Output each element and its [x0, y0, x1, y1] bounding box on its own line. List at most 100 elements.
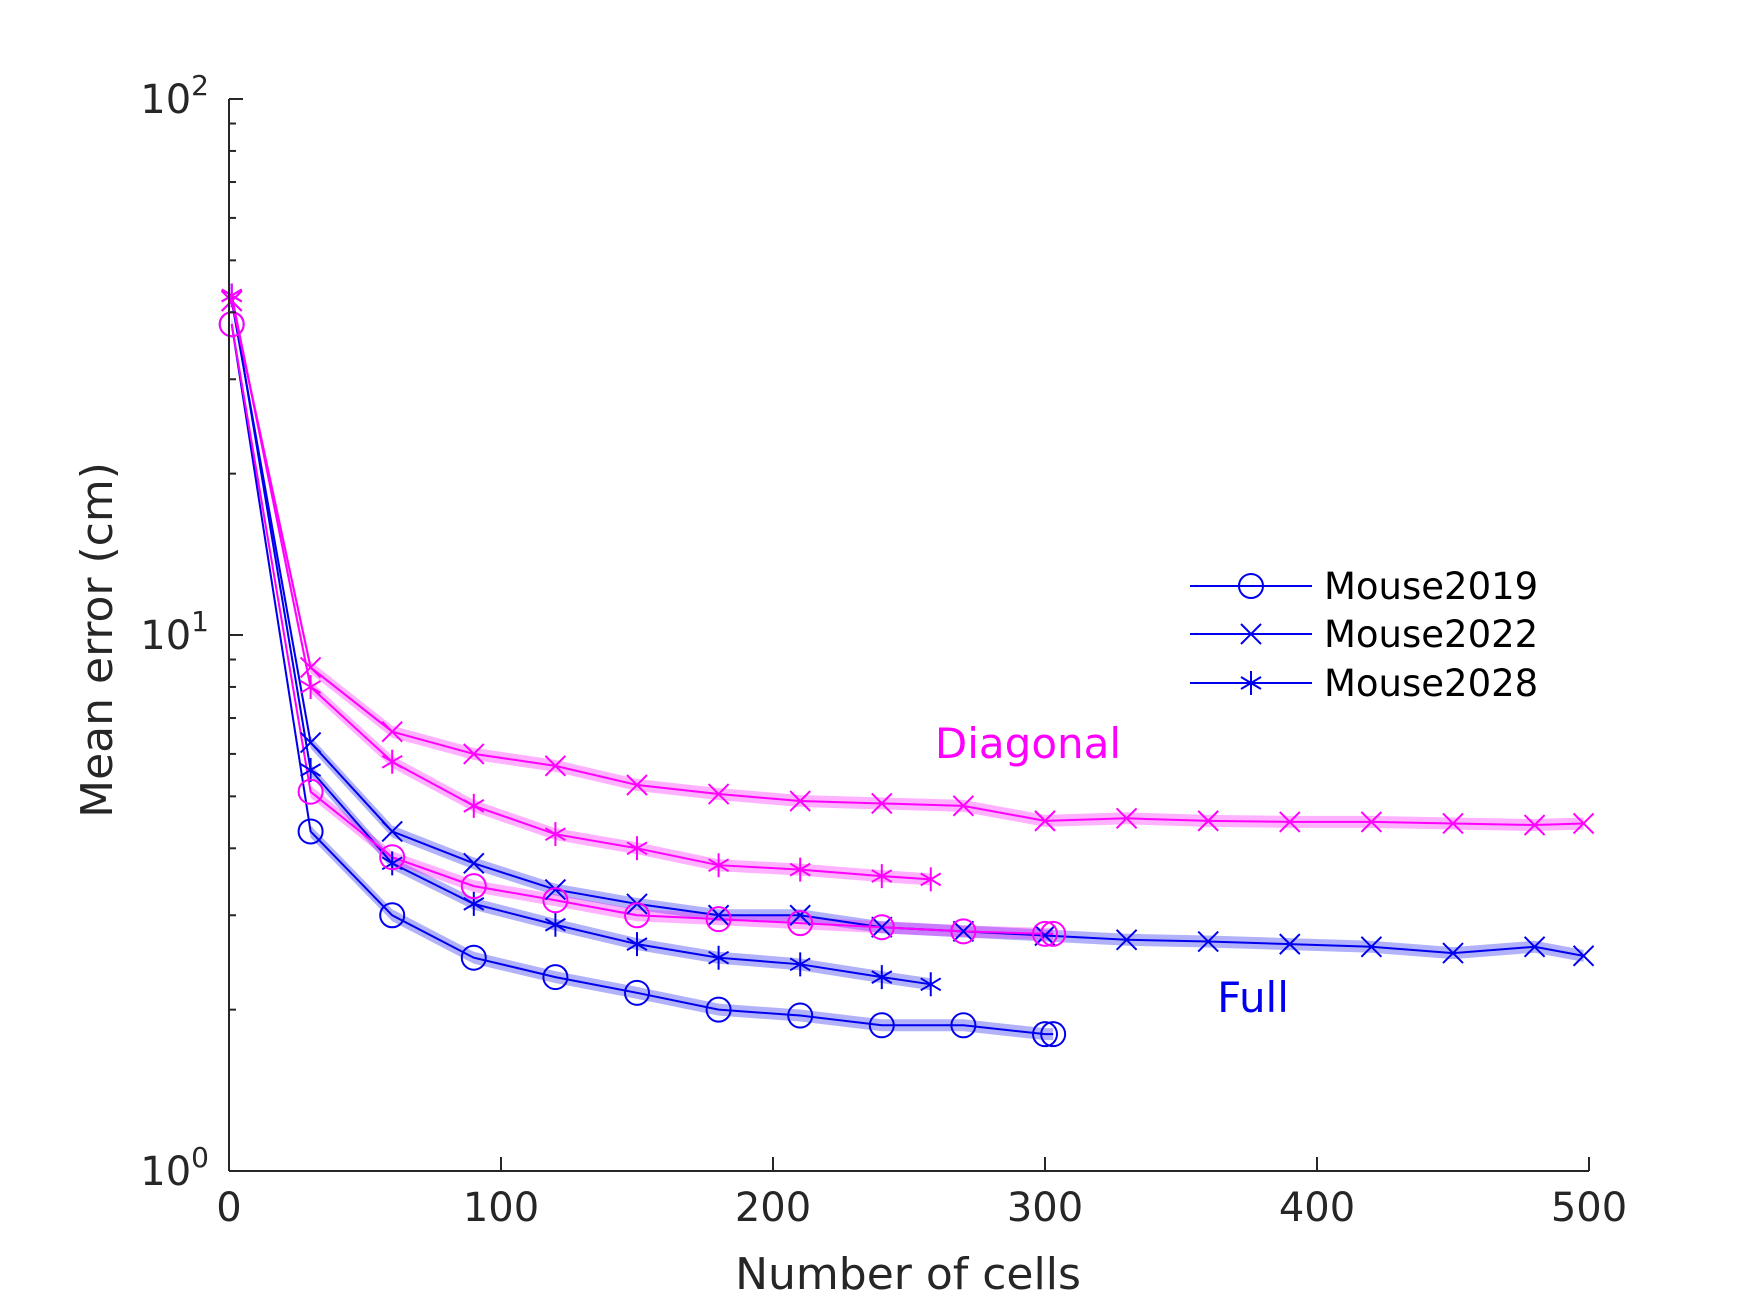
series-full-mouse2028-point-6: [708, 945, 730, 970]
series-full-mouse2022-point-4-shape: [544, 878, 567, 901]
series-diagonal-mouse2019-point-6-shape: [705, 906, 732, 933]
series-diagonal-mouse2022-point-14: [1360, 811, 1383, 833]
series-full-mouse2019-point-10: [1032, 1021, 1058, 1048]
series-diagonal-mouse2022-point-4-shape: [544, 755, 567, 777]
series-diagonal-mouse2022-point-10: [1034, 810, 1056, 832]
series-diagonal-mouse2028-point-6-shape: [708, 853, 730, 878]
series-diagonal-mouse2022-point-5: [626, 774, 648, 796]
series-diagonal-mouse2022-point-6-shape: [707, 783, 730, 805]
series-full-mouse2019-point-8: [868, 1012, 895, 1039]
series-full-mouse2019-point-10-shape: [1032, 1021, 1058, 1048]
y-tick-label-100: 102: [140, 69, 209, 123]
series-diagonal-mouse2019-point-6: [705, 906, 732, 933]
series-full-mouse2028-point-5: [626, 932, 648, 957]
series-diagonal-mouse2019-point-7-shape: [787, 910, 814, 937]
series-full-mouse2019-point-6-shape: [705, 996, 732, 1023]
series-full-mouse2022-point-16: [1523, 936, 1546, 958]
series-full-mouse2019-point-4: [542, 964, 569, 991]
series-diagonal-mouse2022-point-17-shape: [1572, 812, 1595, 835]
series-full-mouse2019-point-11: [1040, 1021, 1067, 1048]
series-diagonal-mouse2028-point-1-shape: [300, 674, 322, 699]
series-full-mouse2022-point-3-shape: [463, 852, 485, 875]
y-axis-label: Mean error (cm): [72, 462, 123, 818]
series-diagonal-mouse2022-point-9: [952, 795, 975, 817]
series-diagonal-mouse2028-point-5: [626, 836, 648, 861]
series-full-mouse2019-point-6: [705, 996, 732, 1023]
y-tick-label-10: 101: [140, 605, 209, 659]
series-full-mouse2019-point-8-shape: [868, 1012, 895, 1039]
legend-marker-shape-mouse2028-shape: [1240, 671, 1262, 695]
series-diagonal-mouse2019-point-5: [624, 902, 650, 929]
series-diagonal-mouse2028-point-0-shape: [221, 283, 243, 308]
series-diagonal-mouse2028-point-3: [463, 793, 485, 818]
series-diagonal-mouse2022-point-5-shape: [626, 774, 648, 796]
series-full-mouse2022-point-8-shape: [871, 916, 893, 938]
series-full-mouse2028-point-7-shape: [789, 952, 811, 977]
series-full-mouse2022-point-3: [463, 852, 485, 875]
series-full-mouse2028-point-8-shape: [871, 965, 893, 990]
series-full-mouse2022-point-7-shape: [789, 904, 811, 926]
series-diagonal-mouse2022-point-13: [1279, 811, 1301, 833]
series-full-mouse2019-point-4-shape: [542, 964, 569, 991]
series-diagonal-mouse2028-point-4: [544, 822, 566, 847]
legend-label-mouse2022: Mouse2022: [1324, 613, 1538, 656]
series-full-mouse2028-point-7: [789, 952, 811, 977]
series-diagonal-mouse2019-point-7: [787, 910, 814, 937]
legend-marker-shape-mouse2022-shape: [1240, 623, 1262, 645]
series-full-mouse2019-point-3: [460, 944, 487, 971]
series-full-mouse2019-point-2-shape: [379, 902, 406, 929]
series-full-mouse2028-point-1: [300, 757, 322, 782]
series-full-mouse2022-point-4: [544, 878, 567, 901]
series-full-mouse2019-point-7: [787, 1002, 814, 1029]
series-diagonal-mouse2022-point-10-shape: [1034, 810, 1056, 832]
series-full-mouse2022-point-11: [1115, 929, 1138, 951]
legend-marker-shape-mouse2019: [1238, 573, 1264, 599]
series-diagonal-mouse2019-point-10: [1032, 920, 1058, 947]
series-full-mouse2022-point-12-shape: [1197, 930, 1219, 953]
series-diagonal-mouse2019-point-3-shape: [460, 873, 487, 900]
series-full-mouse2022-point-9: [952, 920, 975, 943]
series-full-mouse2028-point-3-shape: [463, 891, 485, 916]
series-full-mouse2028-point-9: [920, 972, 942, 997]
series-full-mouse2022-point-7: [789, 904, 811, 926]
series-diagonal-mouse2028-line: [230, 295, 931, 881]
series-diagonal-mouse2019-point-11-shape: [1040, 920, 1067, 947]
series-full-mouse2022-point-14-shape: [1360, 936, 1383, 958]
x-tick-label-100: 100: [463, 1185, 539, 1231]
series-diagonal-mouse2022-point-2: [381, 721, 403, 743]
series-diagonal-mouse2019-point-3: [460, 873, 487, 900]
series-diagonal-mouse2022-point-8: [871, 792, 893, 815]
series-full-mouse2028-point-3: [463, 891, 485, 916]
series-full-mouse2028-point-8: [871, 965, 893, 990]
legend-marker-mouse2028: [1240, 671, 1262, 695]
series-diagonal-mouse2022-point-11-shape: [1115, 807, 1138, 830]
legend-label-mouse2028: Mouse2028: [1324, 662, 1538, 705]
series-full-mouse2019-line: [230, 324, 1054, 1036]
series-diagonal-mouse2019-point-5-shape: [624, 902, 650, 929]
series-full-mouse2022-point-1-shape: [299, 731, 322, 754]
y-tick-label-1: 100: [140, 1141, 209, 1195]
series-diagonal-mouse2022-point-7-shape: [789, 790, 811, 812]
series-full-mouse2019-point-5-shape: [624, 979, 650, 1006]
series-diagonal-mouse2019-point-9: [950, 918, 977, 945]
series-diagonal-mouse2019-point-2-shape: [379, 844, 406, 871]
series-full-mouse2028-point-9-shape: [920, 972, 942, 997]
legend-marker-shape-mouse2019-shape: [1238, 573, 1264, 599]
legend-label-mouse2019: Mouse2019: [1324, 565, 1538, 608]
series-full-mouse2019-point-1: [297, 818, 324, 845]
series-full-mouse2022-point-14: [1360, 936, 1383, 958]
series-diagonal-mouse2022-point-7: [789, 790, 811, 812]
series-full-mouse2019-point-2: [379, 902, 406, 929]
legend-marker-mouse2022: [1240, 623, 1262, 645]
series-diagonal-mouse2022-point-15-shape: [1442, 812, 1464, 835]
series-full-mouse2022-point-17-shape: [1572, 945, 1595, 967]
series-diagonal-mouse2019-point-8: [868, 914, 895, 941]
series-full-mouse2028-point-5-shape: [626, 932, 648, 957]
series-diagonal-mouse2022-line: [230, 300, 1584, 827]
series-full-mouse2022-point-10: [1034, 924, 1056, 947]
series-full-mouse2028-point-6-shape: [708, 945, 730, 970]
x-tick-label-200: 200: [735, 1185, 811, 1231]
series-full-mouse2022-point-2: [381, 820, 403, 843]
